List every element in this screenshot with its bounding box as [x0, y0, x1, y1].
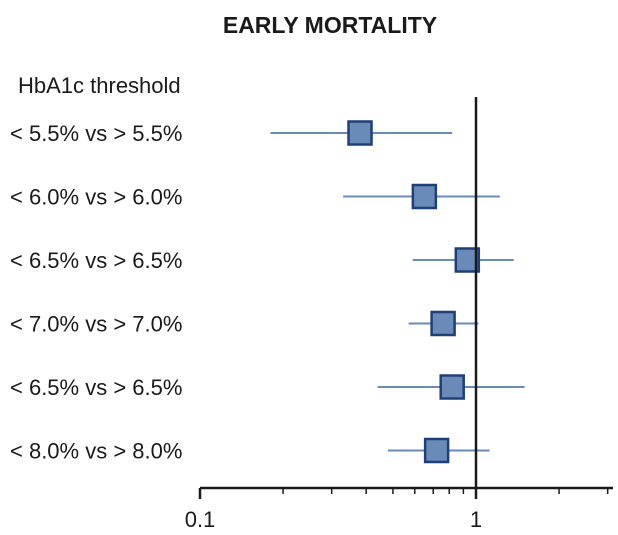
forest-row: < 7.0% vs > 7.0%: [10, 310, 479, 337]
point-estimate-marker: [430, 310, 456, 337]
forest-row: < 6.0% vs > 6.0%: [10, 183, 500, 210]
row-label: < 6.5% vs > 6.5%: [10, 375, 182, 400]
forest-row: < 5.5% vs > 5.5%: [10, 120, 453, 146]
x-axis: 0.1 1: [185, 97, 613, 532]
point-estimate-marker: [439, 374, 465, 400]
point-estimate-marker: [423, 437, 450, 464]
forest-row: < 6.5% vs > 6.5%: [10, 247, 514, 273]
x-tick-label: 1: [470, 507, 482, 532]
row-label: < 7.0% vs > 7.0%: [10, 312, 182, 337]
x-tick-label: 0.1: [185, 507, 216, 532]
forest-row: < 8.0% vs > 8.0%: [10, 437, 490, 464]
point-estimate-marker: [347, 120, 373, 146]
point-estimate-marker: [411, 183, 438, 210]
row-heading: HbA1c threshold: [18, 73, 181, 98]
row-label: < 5.5% vs > 5.5%: [10, 121, 182, 146]
forest-row: < 6.5% vs > 6.5%: [10, 374, 525, 400]
chart-title: EARLY MORTALITY: [223, 12, 437, 38]
row-label: < 8.0% vs > 8.0%: [10, 439, 182, 464]
row-label: < 6.5% vs > 6.5%: [10, 248, 182, 273]
rows-layer: < 5.5% vs > 5.5% < 6.0% vs > 6.0% < 6.5% v…: [10, 120, 525, 464]
point-estimate-marker: [454, 247, 481, 273]
row-label: < 6.0% vs > 6.0%: [10, 185, 182, 210]
